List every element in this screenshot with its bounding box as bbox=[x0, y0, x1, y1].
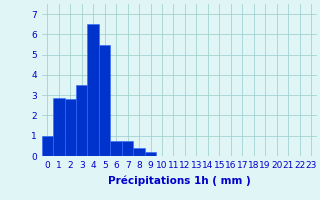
Bar bbox=[110, 141, 122, 156]
Bar bbox=[65, 99, 76, 156]
Bar bbox=[76, 85, 87, 156]
Bar bbox=[99, 45, 110, 156]
Bar bbox=[122, 141, 133, 156]
Bar bbox=[87, 24, 99, 156]
Bar bbox=[133, 148, 145, 156]
Bar bbox=[145, 152, 156, 156]
Bar bbox=[53, 98, 65, 156]
X-axis label: Précipitations 1h ( mm ): Précipitations 1h ( mm ) bbox=[108, 175, 251, 186]
Bar bbox=[42, 136, 53, 156]
